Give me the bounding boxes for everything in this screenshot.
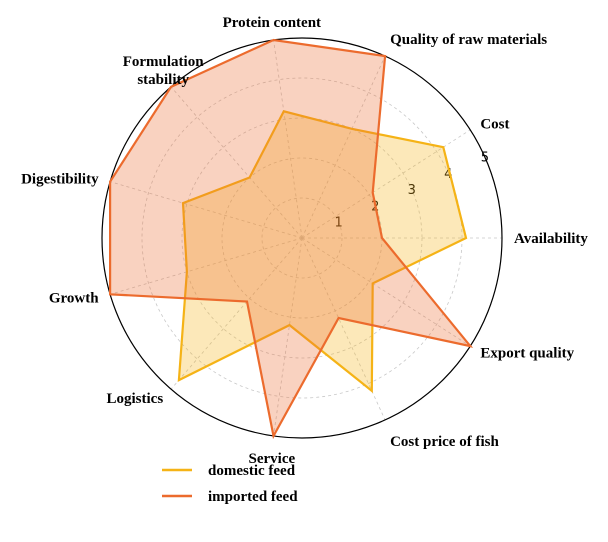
category-label: Export quality bbox=[480, 346, 574, 362]
category-label: Digestibility bbox=[21, 171, 99, 187]
legend-label: domestic feed bbox=[208, 463, 296, 479]
category-label-line: Formulation bbox=[123, 54, 204, 70]
category-label: Growth bbox=[49, 291, 99, 307]
category-label: Service bbox=[249, 451, 296, 467]
grid-circle bbox=[261, 197, 343, 279]
category-label: Quality of raw materials bbox=[390, 32, 547, 48]
r-tick-label: 3 bbox=[408, 183, 416, 198]
r-tick-label: 4 bbox=[444, 167, 452, 182]
r-tick-label: 5 bbox=[481, 151, 489, 166]
category-label: Formulation stability bbox=[123, 54, 204, 88]
category-label: Protein content bbox=[223, 15, 321, 31]
category-label-line: stability bbox=[137, 72, 189, 88]
category-label: Cost price of fish bbox=[390, 434, 499, 450]
category-label: Logistics bbox=[106, 391, 163, 407]
category-label: Availability bbox=[514, 231, 588, 247]
series-area bbox=[109, 38, 474, 440]
legend-label: imported feed bbox=[208, 489, 298, 505]
r-tick-label: 1 bbox=[335, 216, 343, 231]
grid-circle bbox=[141, 77, 463, 399]
category-label: Cost bbox=[480, 116, 509, 132]
outer-frame bbox=[101, 37, 503, 439]
